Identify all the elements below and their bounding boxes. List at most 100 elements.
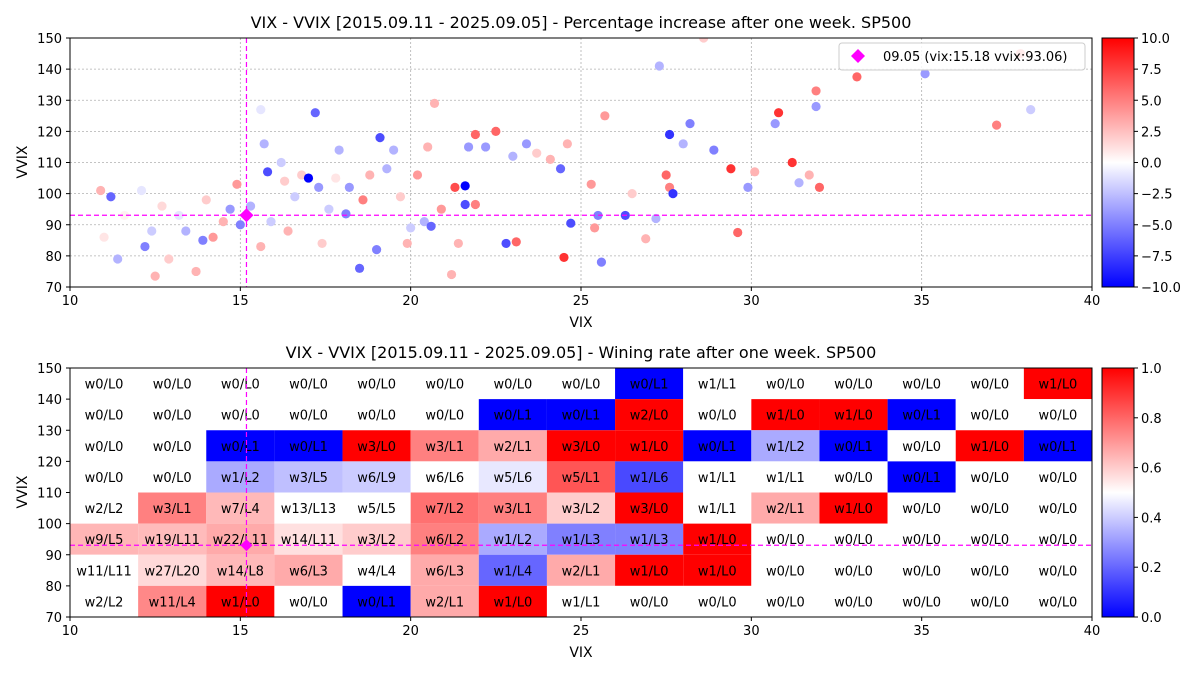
heatmap-cell-label: w0/L0 <box>902 595 941 610</box>
heatmap-cell <box>138 430 207 462</box>
scatter-point <box>654 61 664 71</box>
heatmap-cell-label: w0/L0 <box>221 378 260 393</box>
heatmap-cell-label: w0/L1 <box>221 440 260 455</box>
heatmap-cell <box>1023 399 1092 431</box>
scatter-colorbar-tick-label: −7.5 <box>1141 250 1173 265</box>
heatmap-cell <box>751 461 820 493</box>
heatmap-cell-label: w0/L1 <box>289 440 328 455</box>
scatter-point <box>119 210 130 221</box>
heatmap-cell <box>410 461 479 493</box>
heatmap-cell <box>615 585 684 617</box>
heatmap-cell-label: w3/L5 <box>289 471 328 486</box>
scatter-y-label: VVIX <box>15 145 31 178</box>
heatmap-cell-label: w0/L0 <box>970 409 1009 424</box>
heatmap-cell-label: w0/L0 <box>85 378 124 393</box>
scatter-current-marker <box>70 38 1092 287</box>
heatmap-cell <box>206 399 275 431</box>
scatter-point <box>262 167 273 177</box>
scatter-point <box>164 254 174 264</box>
heatmap-colorbar-tick-label: 0.4 <box>1141 511 1162 526</box>
scatter-point <box>334 145 344 155</box>
heatmap-cell <box>955 368 1024 400</box>
scatter-point <box>470 199 480 210</box>
heatmap-cell-label: w7/L2 <box>425 502 464 517</box>
heatmap-cell-label: w0/L0 <box>698 409 737 424</box>
heatmap-cell-label: w2/L1 <box>766 502 805 517</box>
scatter-colorbar: 10.0 7.5 5.0 2.5 0.0 −2.5 −5.0 −7.5 −10.0 <box>1101 32 1181 296</box>
heatmap-cell <box>955 399 1024 431</box>
scatter-point <box>389 145 399 155</box>
heatmap-cell <box>615 430 684 462</box>
heatmap-cell-label: w0/L1 <box>562 409 601 424</box>
scatter-x-label: VIX <box>569 315 593 331</box>
heatmap-cell-label: w0/L1 <box>1039 440 1078 455</box>
heatmap-cell-label: w19/L11 <box>145 533 200 548</box>
heatmap-cell-label: w0/L0 <box>834 378 873 393</box>
heatmap-cell <box>138 399 207 431</box>
heatmap-cell <box>887 554 956 586</box>
heatmap-cell-label: w5/L5 <box>357 502 396 517</box>
heatmap-cell <box>206 492 275 524</box>
scatter-point <box>198 235 208 245</box>
scatter-point <box>521 139 532 149</box>
heatmap-cell-label: w3/L1 <box>425 440 464 455</box>
heatmap-cell-label: w3/L1 <box>493 502 532 517</box>
heatmap-cell <box>751 523 820 555</box>
heatmap-cell <box>819 554 888 586</box>
heatmap-y-ticks: 70 80 90 100 110 120 130 140 150 <box>37 362 70 626</box>
heatmap-cell-label: w0/L0 <box>153 378 192 393</box>
scatter-y-ticks: 70 80 90 100 110 120 130 140 150 <box>37 32 70 296</box>
scatter-point <box>450 182 460 192</box>
heatmap-colorbar: 1.0 0.8 0.6 0.4 0.2 0.0 <box>1101 362 1162 626</box>
heatmap-cell-label: w1/L1 <box>562 595 601 610</box>
heatmap-cell <box>751 554 820 586</box>
heatmap-cell-label: w9/L5 <box>85 533 124 548</box>
scatter-point <box>651 213 661 224</box>
heatmap-cell <box>70 523 139 555</box>
heatmap-cell-label: w2/L1 <box>425 595 464 610</box>
scatter-point <box>208 232 218 242</box>
heatmap-cell-label: w14/L8 <box>217 564 264 579</box>
scatter-point <box>804 170 814 180</box>
scatter-point <box>341 209 351 219</box>
scatter-point <box>596 257 607 267</box>
heatmap-cell <box>138 368 207 400</box>
heatmap-cell-label: w1/L3 <box>630 533 669 548</box>
scatter-point <box>436 204 446 214</box>
heatmap-cell <box>887 368 956 400</box>
heatmap-cell-label: w11/L4 <box>149 595 196 610</box>
heatmap-cell <box>615 554 684 586</box>
heatmap-cell <box>410 430 479 462</box>
scatter-point <box>794 178 804 188</box>
heatmap-x-tick-label: 25 <box>573 624 590 639</box>
heatmap-cell <box>819 399 888 431</box>
heatmap-cell-label: w0/L0 <box>970 502 1009 517</box>
scatter-point <box>641 234 651 244</box>
scatter-colorbar-tick-label: 7.5 <box>1141 63 1162 78</box>
scatter-x-tick-label: 10 <box>62 294 79 309</box>
scatter-y-tick-label: 80 <box>45 250 62 265</box>
scatter-point <box>310 108 320 118</box>
heatmap-cell-label: w0/L0 <box>834 564 873 579</box>
heatmap-cell <box>410 492 479 524</box>
scatter-point <box>446 269 457 280</box>
scatter-point <box>140 241 150 252</box>
scatter-points <box>96 38 1036 281</box>
scatter-point <box>317 238 327 249</box>
heatmap-cell-label: w0/L0 <box>902 502 941 517</box>
heatmap-current-point <box>240 539 253 552</box>
scatter-point <box>508 151 518 161</box>
heatmap-y-tick-label: 80 <box>45 580 62 595</box>
heatmap-cell-label: w3/L0 <box>562 440 601 455</box>
heatmap-cell <box>1023 585 1092 617</box>
scatter-point <box>460 181 470 191</box>
scatter-point <box>627 189 637 199</box>
heatmap-cell <box>683 399 752 431</box>
heatmap-cell <box>342 430 411 462</box>
scatter-point <box>532 148 542 158</box>
heatmap-cell-label: w0/L0 <box>221 409 260 424</box>
heatmap-cell <box>274 399 343 431</box>
heatmap-cell <box>683 554 752 586</box>
scatter-current-point <box>239 208 254 223</box>
scatter-y-tick-label: 70 <box>45 281 62 296</box>
